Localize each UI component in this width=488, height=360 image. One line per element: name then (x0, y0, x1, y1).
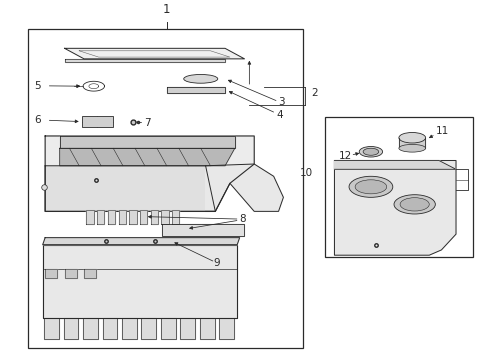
Polygon shape (60, 136, 234, 148)
Text: 9: 9 (212, 258, 219, 268)
Polygon shape (141, 318, 156, 339)
Ellipse shape (348, 176, 392, 197)
Polygon shape (45, 166, 215, 211)
Polygon shape (334, 161, 455, 255)
Text: 3: 3 (278, 96, 285, 107)
Bar (324, 117, 472, 257)
Polygon shape (200, 318, 214, 339)
Text: 10: 10 (299, 168, 312, 179)
Text: 1: 1 (163, 3, 170, 16)
Polygon shape (42, 245, 237, 318)
Text: 7: 7 (144, 118, 151, 128)
Ellipse shape (359, 147, 382, 157)
Ellipse shape (183, 75, 217, 83)
Polygon shape (97, 210, 104, 224)
Text: 4: 4 (276, 109, 282, 120)
Text: 5: 5 (34, 81, 41, 91)
Polygon shape (60, 148, 234, 166)
Polygon shape (64, 59, 224, 62)
Text: 8: 8 (239, 214, 246, 224)
Ellipse shape (398, 132, 425, 143)
Text: 2: 2 (310, 88, 317, 98)
Polygon shape (162, 224, 244, 236)
Polygon shape (161, 210, 168, 224)
Polygon shape (64, 48, 244, 59)
Text: 6: 6 (34, 115, 41, 125)
Bar (81, 116, 113, 127)
Polygon shape (83, 318, 98, 339)
Polygon shape (64, 269, 77, 278)
Polygon shape (44, 318, 59, 339)
Polygon shape (86, 210, 94, 224)
Ellipse shape (354, 180, 386, 194)
Polygon shape (122, 318, 137, 339)
Ellipse shape (399, 198, 428, 211)
Polygon shape (42, 238, 239, 245)
Polygon shape (118, 210, 125, 224)
Polygon shape (129, 210, 136, 224)
Text: 11: 11 (435, 126, 448, 136)
Polygon shape (45, 136, 254, 211)
Polygon shape (150, 210, 158, 224)
Ellipse shape (393, 195, 434, 214)
Polygon shape (140, 210, 147, 224)
Polygon shape (172, 210, 179, 224)
Polygon shape (334, 161, 455, 169)
Ellipse shape (363, 148, 378, 155)
Polygon shape (161, 318, 175, 339)
Polygon shape (180, 318, 195, 339)
Polygon shape (63, 318, 78, 339)
Ellipse shape (398, 144, 425, 152)
Polygon shape (219, 318, 234, 339)
Polygon shape (102, 318, 117, 339)
Polygon shape (108, 210, 115, 224)
Polygon shape (166, 87, 224, 93)
Polygon shape (205, 164, 283, 211)
Polygon shape (398, 138, 425, 148)
Text: 12: 12 (338, 151, 351, 161)
Bar (28, 29, 302, 348)
Polygon shape (45, 269, 57, 278)
Polygon shape (84, 269, 96, 278)
